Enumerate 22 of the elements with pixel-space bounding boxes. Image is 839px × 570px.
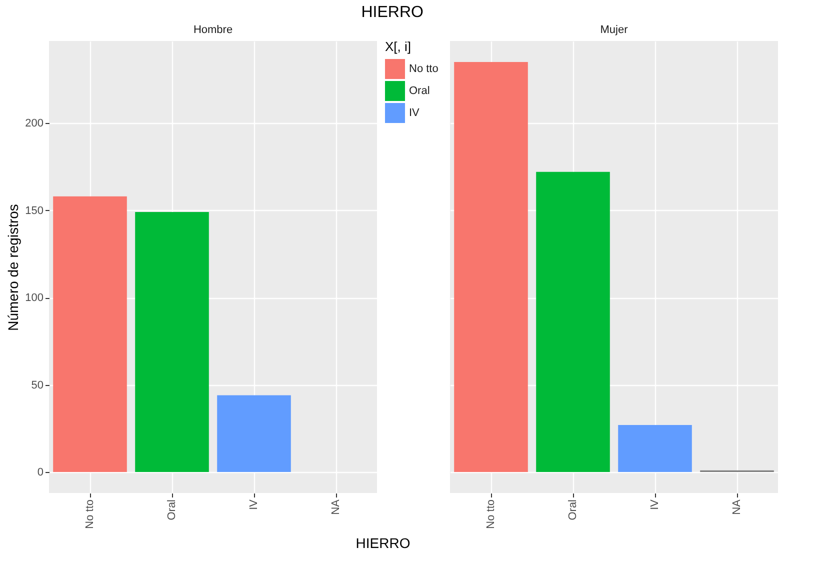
x-tick-label: Oral [166,500,178,520]
legend-label: No tto [409,63,438,75]
chart-title: HIERRO [361,4,424,21]
y-tick-label: 200 [25,118,44,130]
x-tick-label: IV [649,498,661,510]
x-tick-label: No tto [84,500,96,529]
y-tick-label: 0 [37,466,44,479]
x-tick-label: Oral [567,500,579,520]
x-tick-label: IV [248,498,260,510]
chart-subtitle: Hombre [193,24,233,36]
legend-title: X[, i] [385,39,412,54]
x-tick-label: NA [731,498,743,515]
y-tick-label: 100 [25,292,44,304]
y-axis-title: Número de registros [5,204,22,331]
legend-label: IV [409,107,420,119]
y-tick-label: 150 [25,204,44,217]
x-tick-label: NA [330,498,342,515]
x-tick-label: No tto [485,500,497,529]
y-tick-label: 50 [31,379,44,392]
legend-label: Oral [409,85,430,97]
chart-subtitle: Mujer [600,24,628,36]
x-axis-title: HIERRO [356,534,410,551]
